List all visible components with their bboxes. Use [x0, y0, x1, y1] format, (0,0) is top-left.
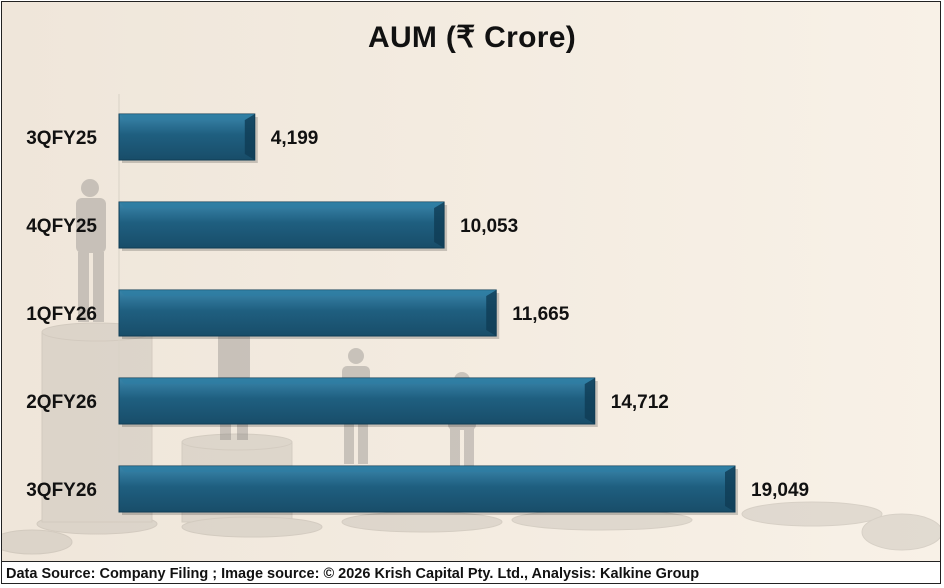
category-label: 3QFY25 — [26, 128, 97, 149]
bar-group-3qfy25: 3QFY25 4,199 — [26, 113, 319, 163]
bar-highlight — [119, 114, 255, 120]
bar-highlight — [119, 466, 735, 472]
category-label: 3QFY26 — [26, 480, 97, 501]
data-source-footer: Data Source: Company Filing ; Image sour… — [2, 561, 940, 583]
bar-highlight — [119, 202, 445, 208]
bar-highlight — [119, 378, 595, 384]
bar-bevel — [434, 202, 445, 248]
bar — [118, 377, 596, 425]
bar-bevel — [244, 114, 255, 160]
data-label: 19,049 — [751, 480, 809, 501]
chart-title: AUM (₹ Crore) — [368, 21, 576, 54]
bar-chart: 3QFY25 4,199 4QFY25 10,053 1QFY26 11,665 2QFY2… — [26, 94, 809, 515]
bar-highlight — [119, 290, 497, 296]
data-label: 10,053 — [460, 216, 518, 237]
category-label: 1QFY26 — [26, 304, 97, 325]
data-label: 14,712 — [611, 392, 669, 413]
bar-bevel — [725, 466, 735, 512]
bar-group-3qfy26: 3QFY26 19,049 — [26, 465, 809, 515]
bar — [118, 465, 736, 513]
bar — [118, 113, 256, 161]
category-label: 2QFY26 — [26, 392, 97, 413]
bar-bevel — [486, 290, 497, 336]
bar-group-4qfy25: 4QFY25 10,053 — [26, 201, 518, 251]
bar-group-2qfy26: 2QFY26 14,712 — [26, 377, 669, 427]
data-label: 11,665 — [512, 304, 569, 325]
bar — [118, 289, 497, 337]
category-label: 4QFY25 — [26, 216, 97, 237]
bar-bevel — [584, 378, 595, 424]
data-label: 4,199 — [271, 128, 319, 149]
bar-group-1qfy26: 1QFY26 11,665 — [26, 289, 570, 339]
bar — [118, 201, 445, 249]
